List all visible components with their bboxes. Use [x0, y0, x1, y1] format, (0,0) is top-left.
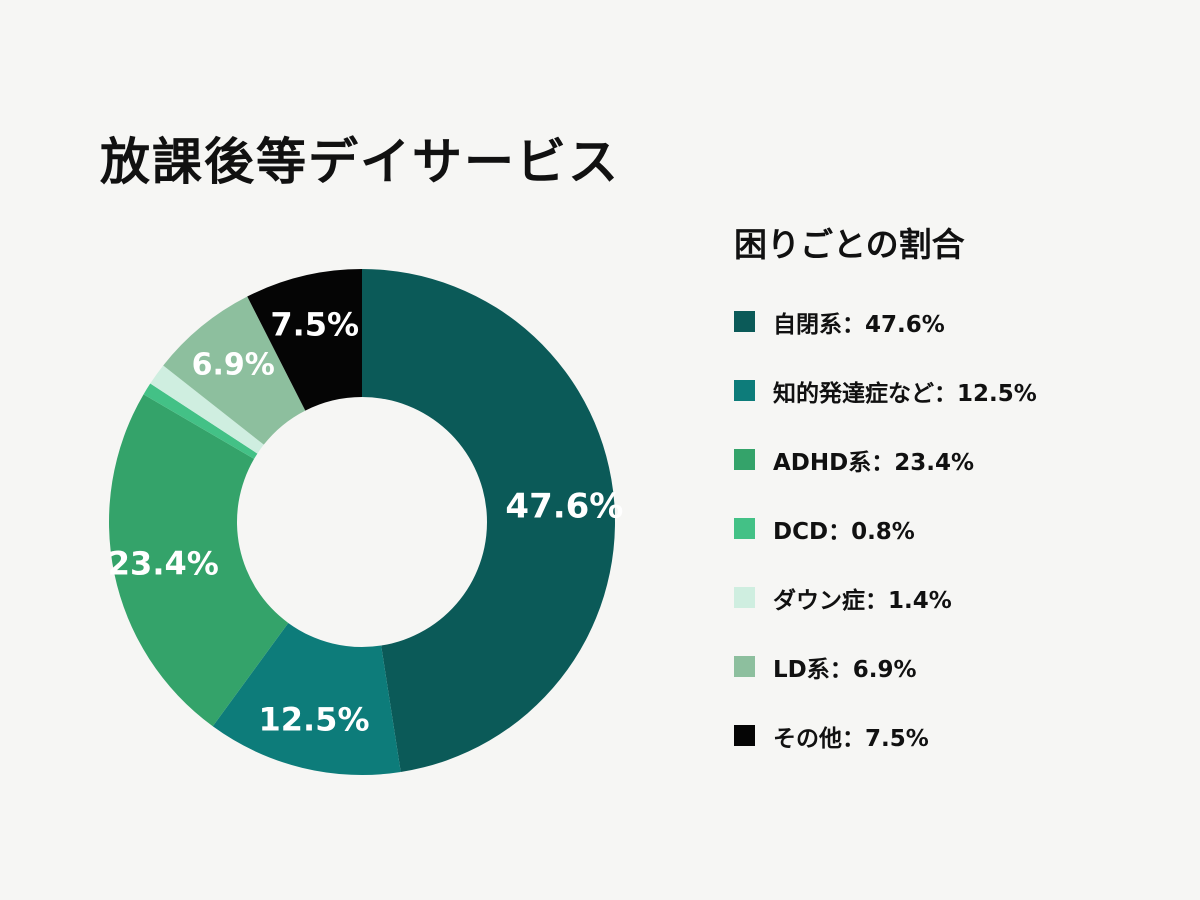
legend-swatch-3 — [734, 449, 755, 470]
legend-title: 困りごとの割合 — [734, 225, 965, 264]
legend-swatch-4 — [734, 518, 755, 539]
donut-slice-6 — [163, 296, 306, 445]
donut-slice-2 — [212, 622, 401, 775]
legend-label-1: 自閉系：47.6% — [773, 311, 945, 338]
legend-item-1: 自閉系：47.6% — [734, 287, 1037, 356]
donut-slice-3 — [109, 394, 289, 727]
legend-item-5: ダウン症：1.4% — [734, 563, 1037, 632]
slice-label-2: 12.5% — [258, 700, 369, 738]
legend: 困りごとの割合 自閉系：47.6% 知的発達症など：12.5% ADHD系：23.4… — [734, 218, 1037, 771]
slice-label-6: 6.9% — [192, 348, 275, 383]
legend-swatch-2 — [734, 380, 755, 401]
donut-slice-1 — [362, 269, 616, 773]
legend-item-7: その他：7.5% — [734, 701, 1037, 770]
slice-label-1: 47.6% — [505, 486, 623, 526]
legend-swatch-6 — [734, 656, 755, 677]
legend-label-2: 知的発達症など：12.5% — [773, 380, 1037, 407]
donut-slices — [109, 269, 616, 775]
legend-item-6: LD系：6.9% — [734, 632, 1037, 701]
legend-item-2: 知的発達症など：12.5% — [734, 356, 1037, 425]
donut-slice-5 — [150, 365, 264, 454]
slice-label-7: 7.5% — [270, 306, 359, 344]
legend-label-6: LD系：6.9% — [773, 656, 917, 683]
slice-label-3: 23.4% — [108, 544, 219, 582]
legend-label-7: その他：7.5% — [773, 725, 929, 752]
donut-chart: 47.6% 12.5% 23.4% 6.9% 7.5% — [108, 269, 624, 775]
legend-label-5: ダウン症：1.4% — [773, 587, 952, 614]
legend-item-3: ADHD系：23.4% — [734, 425, 1037, 494]
legend-swatch-5 — [734, 587, 755, 608]
legend-label-4: DCD：0.8% — [773, 518, 915, 545]
donut-slice-7 — [247, 269, 362, 411]
legend-list: 自閉系：47.6% 知的発達症など：12.5% ADHD系：23.4% DCD：0.8… — [734, 287, 1037, 770]
legend-swatch-7 — [734, 725, 755, 746]
legend-item-4: DCD：0.8% — [734, 494, 1037, 563]
donut-slice-labels: 47.6% 12.5% 23.4% 6.9% 7.5% — [108, 306, 624, 739]
donut-slice-4 — [143, 383, 258, 459]
legend-swatch-1 — [734, 311, 755, 332]
chart-title: 放課後等デイサービス — [100, 133, 620, 191]
legend-label-3: ADHD系：23.4% — [773, 449, 975, 476]
